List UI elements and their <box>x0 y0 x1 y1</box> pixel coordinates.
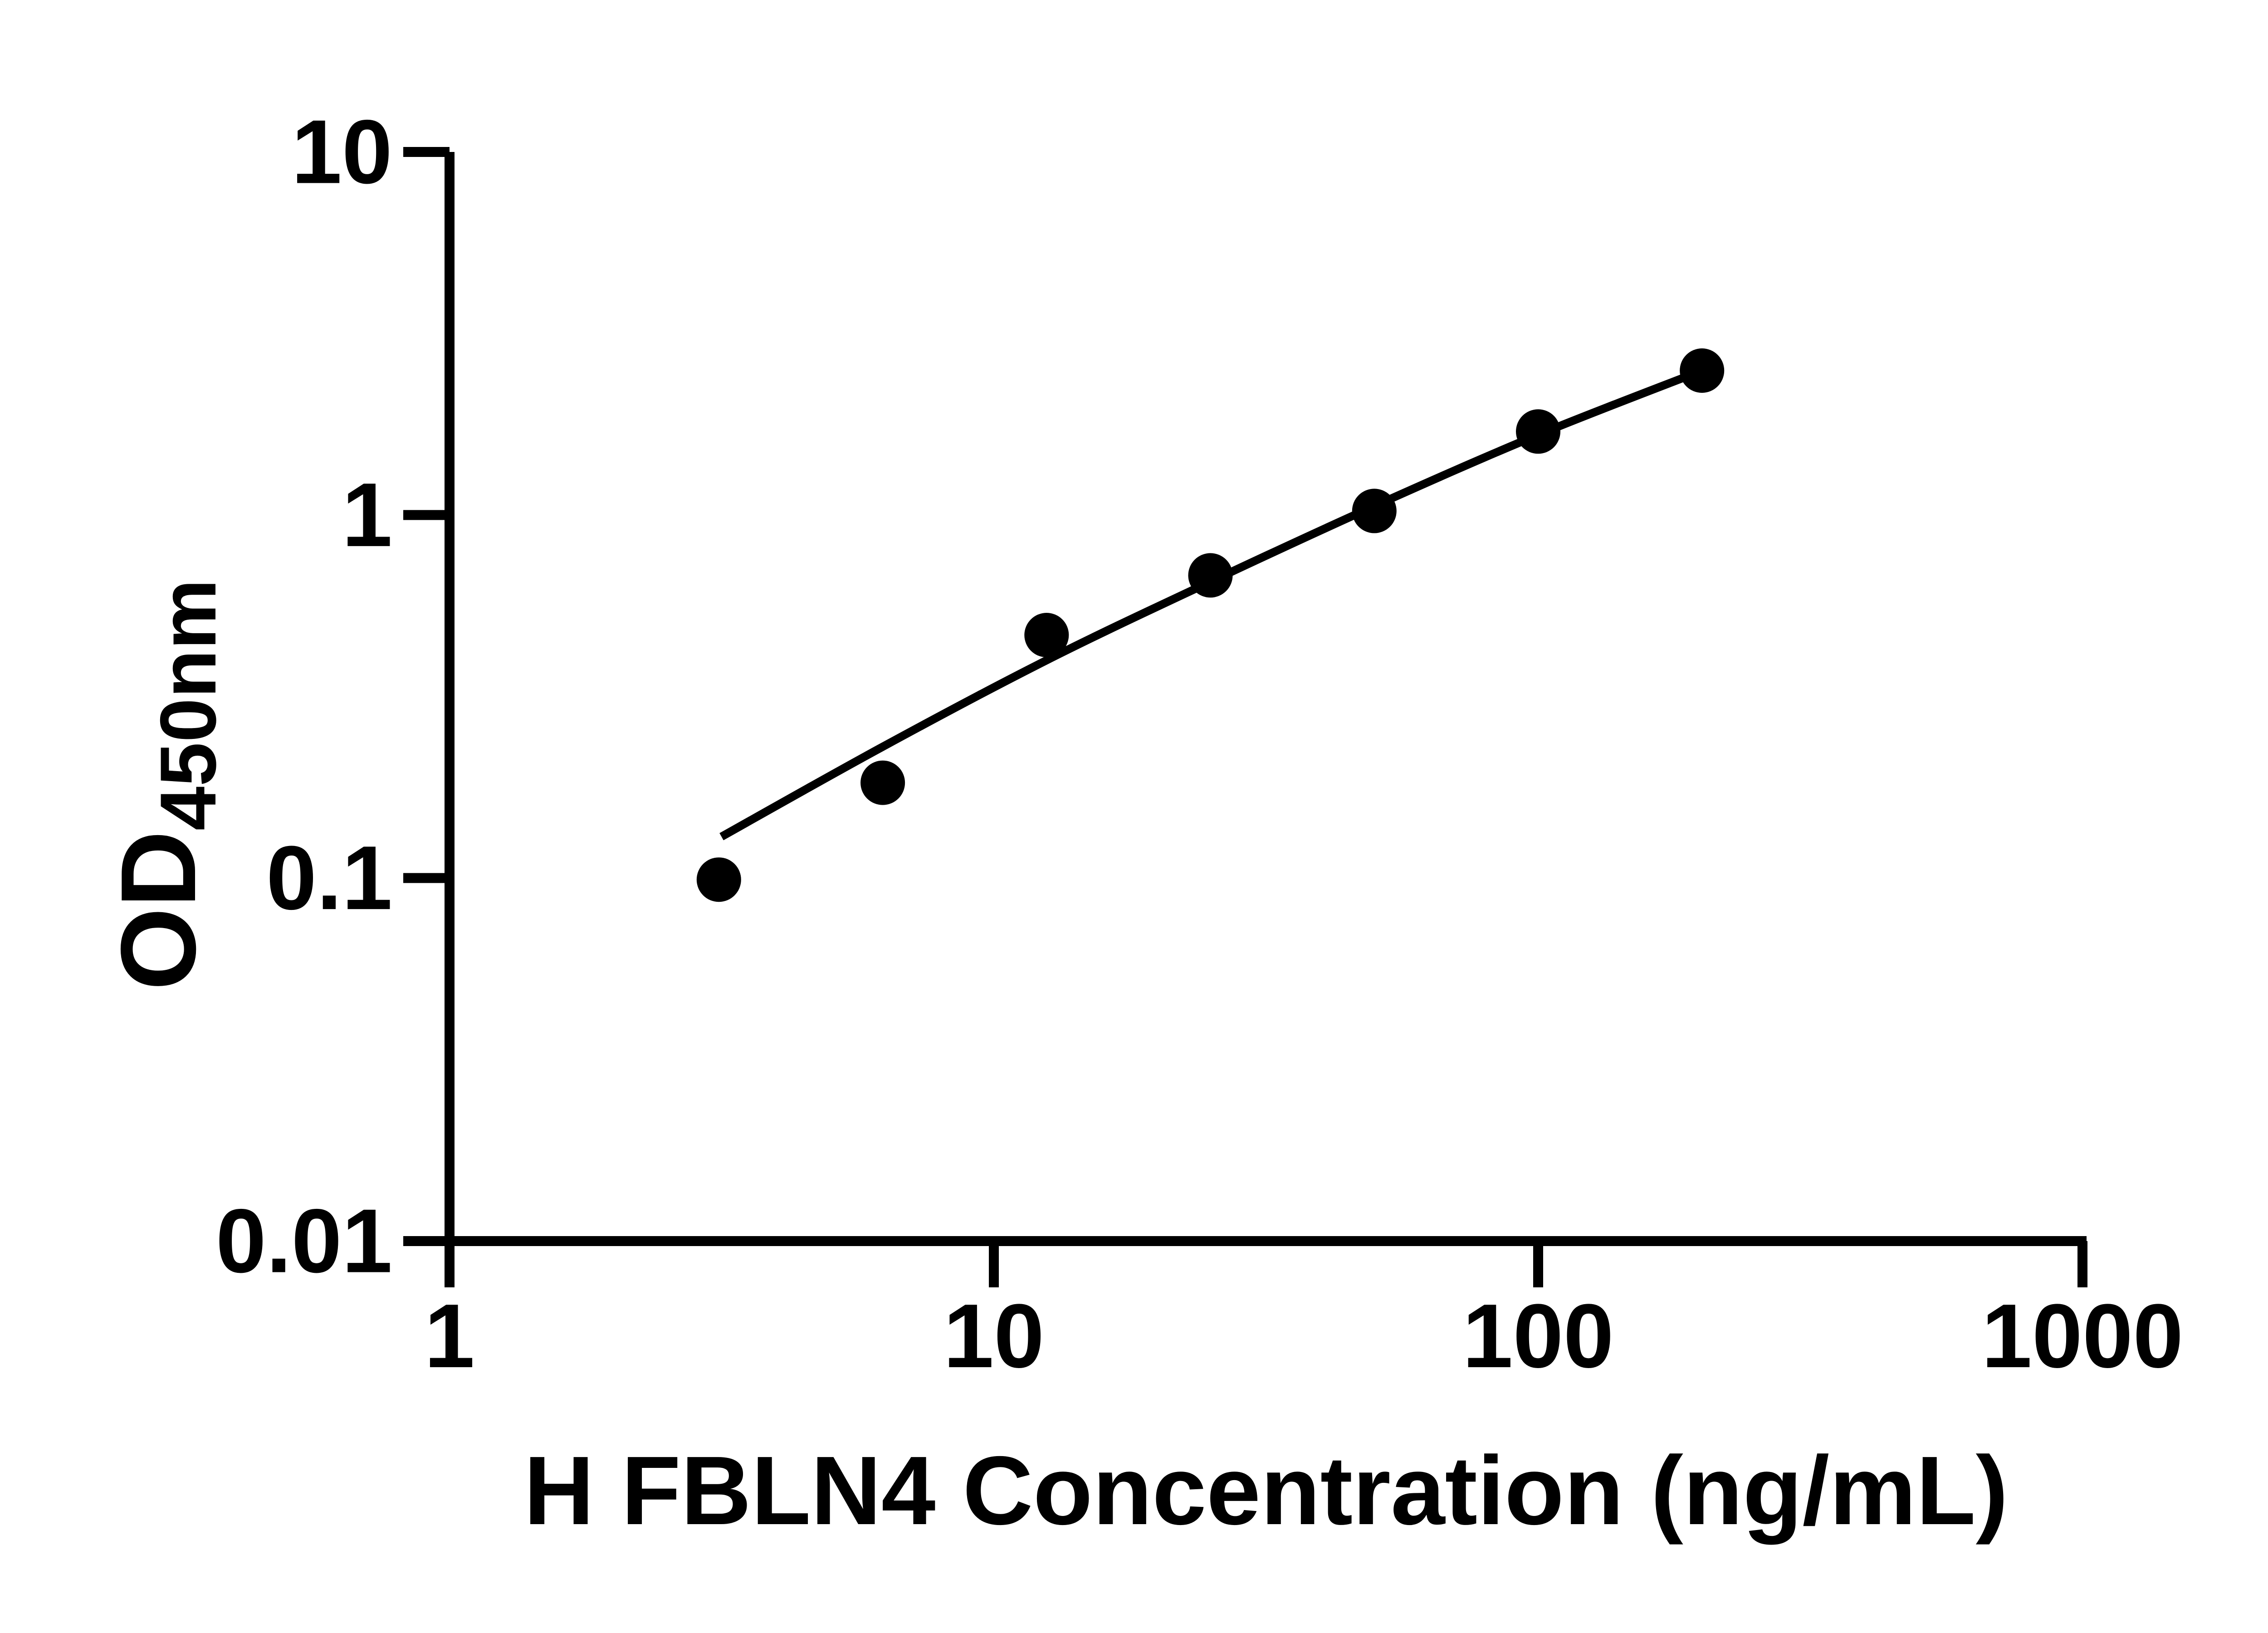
y-axis-title-subscript: 450nm <box>144 579 233 831</box>
x-tick-label: 10 <box>943 1286 1044 1387</box>
x-tick-label: 1 <box>424 1286 474 1387</box>
data-point-marker <box>1516 409 1560 454</box>
data-point-marker <box>696 857 741 902</box>
data-point-marker <box>1188 553 1233 598</box>
y-tick-label: 0.01 <box>216 1191 392 1292</box>
data-point-marker <box>1024 613 1069 657</box>
data-points <box>696 348 1725 902</box>
data-point-marker <box>1680 348 1725 393</box>
x-axis-title: H FBLN4 Concentration (ng/mL) <box>524 1436 2009 1545</box>
y-axis-title-main: OD <box>98 831 218 991</box>
y-axis-ticks: 10 1 0.1 0.01 <box>216 102 450 1292</box>
y-tick-label: 1 <box>342 464 392 566</box>
x-tick-label: 100 <box>1462 1286 1614 1387</box>
data-point-marker <box>1352 489 1397 533</box>
y-axis-title: OD450nm <box>98 579 233 991</box>
x-tick-label: 1000 <box>1982 1286 2184 1387</box>
y-tick-label: 10 <box>292 102 392 203</box>
axes <box>445 152 2087 1246</box>
data-point-marker <box>860 760 905 805</box>
x-axis-ticks: 1 10 100 1000 <box>424 1241 2183 1387</box>
y-tick-label: 0.1 <box>266 827 392 929</box>
